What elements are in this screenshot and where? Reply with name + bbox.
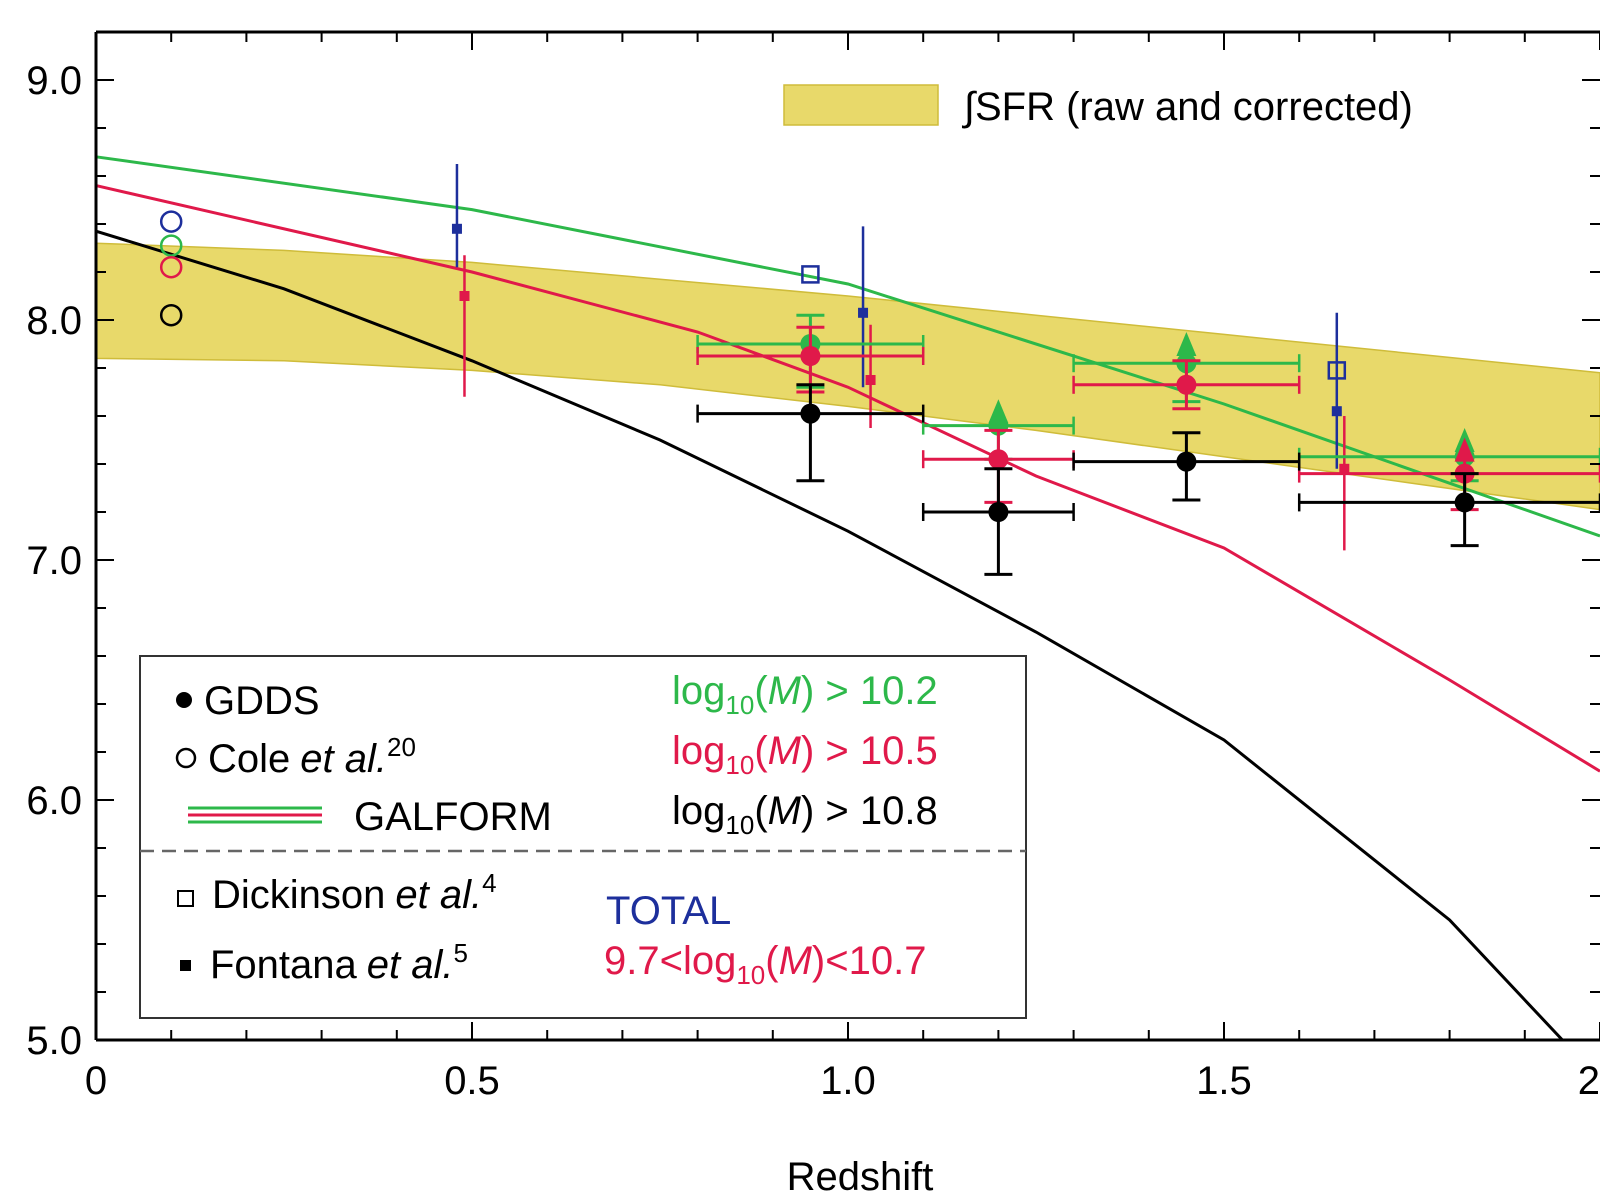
fontana-point-red	[459, 291, 470, 301]
legend-fontana-label: Fontana et al.5	[210, 938, 468, 987]
thr-red-var: M	[768, 729, 802, 773]
y-tick-label: 8.0	[26, 299, 82, 343]
gdds-point-black	[1176, 451, 1197, 472]
legend-cole-ref: 20	[387, 732, 416, 762]
legend-galform-label: GALFORM	[354, 795, 552, 839]
thr-green-var: M	[768, 669, 802, 713]
legend-dickinson-ref: 4	[482, 868, 496, 898]
thr-black-post: ) > 10.8	[801, 789, 938, 833]
y-tick-label: 7.0	[26, 539, 82, 583]
dickinson-point	[801, 265, 820, 284]
x-tick-label: 1.0	[820, 1059, 876, 1103]
gdds-point-red	[1176, 374, 1197, 395]
range-var: M	[779, 939, 813, 983]
fontana-point-red	[865, 375, 876, 385]
cole-point-red	[159, 255, 183, 279]
x-tick-label: 0	[85, 1059, 107, 1103]
gdds-lower-limit-arrow-green	[1176, 332, 1197, 356]
y-tick-label: 6.0	[26, 779, 82, 823]
legend-fontana-etal: et al.	[367, 943, 454, 987]
legend-fontana-ref: 5	[454, 938, 468, 968]
legend-cole-etal: et al.	[300, 737, 387, 781]
legend-threshold-red: log10(M) > 10.5	[672, 729, 938, 780]
legend-fontana-marker	[180, 960, 191, 971]
thr-green-sub: 10	[725, 690, 754, 720]
thr-red-log: log	[672, 729, 725, 773]
range-pre: 9.7<log	[604, 939, 736, 983]
gdds-point-black	[1454, 492, 1475, 513]
galform-line-black	[95, 229, 1564, 1042]
gdds-point-black	[988, 502, 1009, 522]
legend-fontana-name: Fontana	[210, 943, 358, 987]
gdds-point-red	[800, 346, 821, 366]
legend-threshold-green: log10(M) > 10.2	[672, 669, 938, 720]
cole-point-green	[159, 234, 183, 257]
legend-box: GDDS Cole et al.20 GALFORM Dickinson et al…	[139, 655, 1027, 1019]
legend-gdds-marker	[176, 692, 192, 708]
axes-layer: 0 0.5 1.0 1.5 2 5.0 6.0 7.0 8.0 9.0	[26, 30, 1600, 1103]
fontana-point-blue	[858, 307, 869, 318]
cole-point-black	[159, 303, 183, 327]
band-legend-label: ∫SFR (raw and corrected)	[962, 85, 1413, 129]
thr-black-open: (	[754, 789, 768, 833]
x-tick-label: 0.5	[444, 1059, 500, 1103]
legend-cole-marker	[175, 747, 197, 769]
galform-line-red	[95, 184, 1600, 773]
y-tick-label: 9.0	[26, 59, 82, 103]
fontana-point-blue	[451, 223, 462, 234]
range-sub: 10	[736, 960, 765, 990]
sfr-band	[95, 242, 1600, 511]
data-points-layer	[159, 164, 1600, 576]
legend-threshold-black: log10(M) > 10.8	[672, 789, 938, 840]
legend-range-label: 9.7<log10(M)<10.7	[604, 939, 926, 990]
thr-green-log: log	[672, 669, 725, 713]
fontana-point-blue	[1331, 406, 1342, 417]
x-axis-label: Redshift	[787, 1155, 934, 1199]
legend-cole-label: Cole et al.20	[208, 732, 416, 781]
thr-black-sub: 10	[725, 810, 754, 840]
range-open: (	[765, 939, 779, 983]
gdds-point-black	[800, 403, 821, 424]
y-tick-label: 5.0	[26, 1019, 82, 1063]
range-post: )<10.7	[812, 939, 927, 983]
x-tick-label: 1.5	[1196, 1059, 1252, 1103]
galform-line-green	[95, 155, 1600, 538]
galform-lines-layer	[95, 155, 1600, 1042]
x-tick-label: 2	[1578, 1059, 1600, 1103]
thr-red-sub: 10	[725, 750, 754, 780]
thr-red-post: ) > 10.5	[801, 729, 938, 773]
thr-green-post: ) > 10.2	[801, 669, 938, 713]
legend-frame	[139, 655, 1027, 1019]
thr-black-var: M	[768, 789, 802, 833]
band-legend-swatch	[783, 84, 939, 126]
legend-cole-name: Cole	[208, 737, 290, 781]
legend-dickinson-etal: et al.	[395, 873, 482, 917]
thr-red-open: (	[754, 729, 768, 773]
sfr-band-layer	[95, 242, 1600, 511]
legend-dickinson-marker	[177, 890, 194, 907]
dickinson-point	[1327, 361, 1347, 380]
legend-dickinson-label: Dickinson et al.4	[212, 868, 497, 917]
legend-gdds-label: GDDS	[204, 679, 320, 723]
legend-total-label: TOTAL	[606, 889, 731, 933]
thr-black-log: log	[672, 789, 725, 833]
thr-green-open: (	[754, 669, 768, 713]
legend-dickinson-name: Dickinson	[212, 873, 385, 917]
gdds-point-red	[988, 449, 1009, 470]
gdds-lower-limit-arrow-red	[1454, 437, 1475, 462]
cole-point-blue	[159, 210, 183, 233]
fontana-point-red	[1339, 463, 1350, 474]
